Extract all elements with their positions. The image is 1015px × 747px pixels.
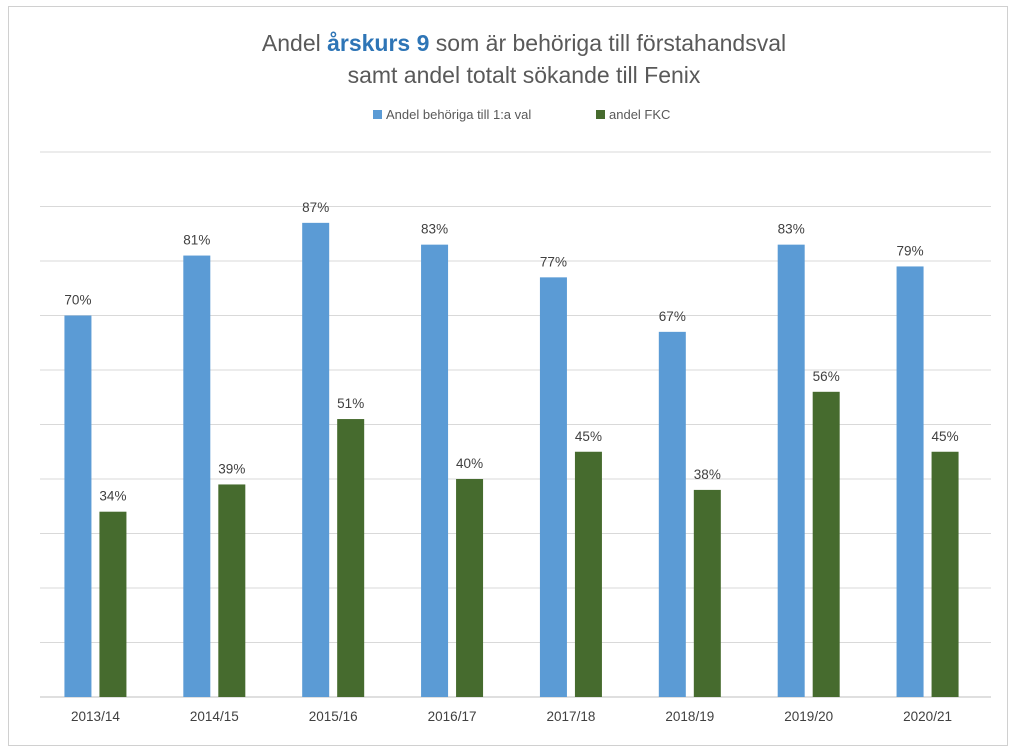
chart-title-line-1: Andel årskurs 9 som är behöriga till för… bbox=[262, 30, 786, 56]
bars bbox=[64, 222, 959, 698]
data-label: 87% bbox=[302, 200, 329, 215]
data-label: 83% bbox=[778, 222, 805, 237]
bar-andel-fkc-2017-18 bbox=[574, 451, 602, 697]
data-labels: 70% 34% 81% 39% 87% 51% 83% 40% 77% 45% 67% 38% 83% 5… bbox=[64, 200, 958, 504]
bar-andel-fkc-2013-14 bbox=[99, 511, 127, 697]
data-label: 77% bbox=[540, 254, 567, 269]
x-tick-label: 2015/16 bbox=[309, 709, 358, 724]
bar-andel-fkc-2020-21 bbox=[931, 451, 959, 697]
data-label: 40% bbox=[456, 456, 483, 471]
x-axis-tick-labels: 2013/14 2014/15 2015/16 2016/17 2017/18 2018/… bbox=[71, 709, 952, 724]
legend-swatch-series-1 bbox=[373, 110, 382, 119]
chart-title-line-2: samt andel totalt sökande till Fenix bbox=[348, 62, 701, 88]
data-label: 67% bbox=[659, 309, 686, 324]
x-tick-label: 2020/21 bbox=[903, 709, 952, 724]
bar-andel-behoriga-2019-20 bbox=[777, 244, 805, 697]
data-label: 56% bbox=[813, 369, 840, 384]
data-label: 38% bbox=[694, 467, 721, 482]
data-label: 45% bbox=[575, 429, 602, 444]
legend-swatch-series-2 bbox=[596, 110, 605, 119]
bar-andel-fkc-2014-15 bbox=[218, 484, 246, 697]
x-tick-label: 2013/14 bbox=[71, 709, 120, 724]
chart-frame: Andel årskurs 9 som är behöriga till för… bbox=[8, 6, 1008, 746]
legend: Andel behöriga till 1:a val andel FKC bbox=[373, 107, 670, 122]
bar-andel-fkc-2019-20 bbox=[812, 391, 840, 697]
bar-andel-behoriga-2014-15 bbox=[183, 255, 211, 698]
x-tick-label: 2019/20 bbox=[784, 709, 833, 724]
bar-andel-fkc-2018-19 bbox=[693, 489, 721, 697]
data-label: 51% bbox=[337, 396, 364, 411]
data-label: 83% bbox=[421, 222, 448, 237]
data-label: 70% bbox=[64, 293, 91, 308]
bar-chart: Andel årskurs 9 som är behöriga till för… bbox=[40, 30, 991, 724]
x-tick-label: 2018/19 bbox=[665, 709, 714, 724]
legend-label-series-1: Andel behöriga till 1:a val bbox=[386, 107, 531, 122]
data-label: 79% bbox=[897, 243, 924, 258]
data-label: 34% bbox=[99, 489, 126, 504]
x-tick-label: 2017/18 bbox=[547, 709, 596, 724]
data-label: 39% bbox=[218, 461, 245, 476]
bar-andel-behoriga-2020-21 bbox=[896, 266, 924, 697]
bar-andel-behoriga-2017-18 bbox=[539, 277, 567, 697]
bar-andel-behoriga-2015-16 bbox=[302, 222, 330, 697]
bar-andel-behoriga-2016-17 bbox=[421, 244, 449, 697]
legend-label-series-2: andel FKC bbox=[609, 107, 670, 122]
data-label: 81% bbox=[183, 233, 210, 248]
bar-andel-fkc-2016-17 bbox=[456, 479, 484, 697]
bar-andel-behoriga-2013-14 bbox=[64, 315, 92, 697]
x-tick-label: 2016/17 bbox=[428, 709, 477, 724]
bar-andel-behoriga-2018-19 bbox=[658, 331, 686, 697]
data-label: 45% bbox=[932, 429, 959, 444]
bar-andel-fkc-2015-16 bbox=[337, 419, 365, 697]
x-tick-label: 2014/15 bbox=[190, 709, 239, 724]
